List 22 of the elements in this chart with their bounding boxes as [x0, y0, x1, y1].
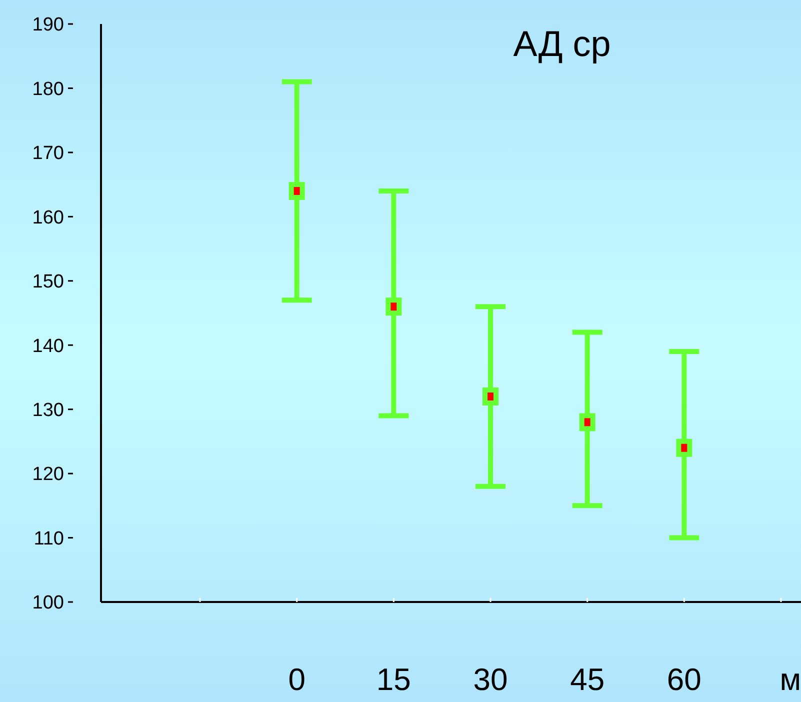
y-tick-label: 130: [32, 400, 64, 421]
x-tick-label: 30: [473, 662, 508, 697]
x-tick-label: 45: [570, 662, 605, 697]
y-tick-label: 180: [32, 78, 64, 100]
point: [482, 387, 498, 406]
x-axis-title: м: [780, 662, 801, 697]
y-tick-label: 100: [32, 592, 64, 614]
point: [579, 413, 596, 432]
y-tick-label: 160: [32, 207, 64, 228]
y-tick-label: 170: [32, 143, 64, 164]
x-tick-label: 0: [288, 662, 306, 697]
x-tick-label: 60: [666, 662, 702, 697]
y-tick-label: 140: [32, 336, 64, 357]
point: [676, 438, 692, 457]
point: [288, 182, 305, 200]
y-tick-label: 120: [32, 464, 64, 486]
chart-title: АД ср: [513, 23, 611, 64]
x-tick-label: 15: [376, 662, 411, 697]
y-tick-label: 150: [32, 272, 64, 293]
y-tick-label: 190: [32, 14, 64, 36]
y-tick-label: 110: [34, 528, 64, 550]
point: [386, 298, 402, 316]
